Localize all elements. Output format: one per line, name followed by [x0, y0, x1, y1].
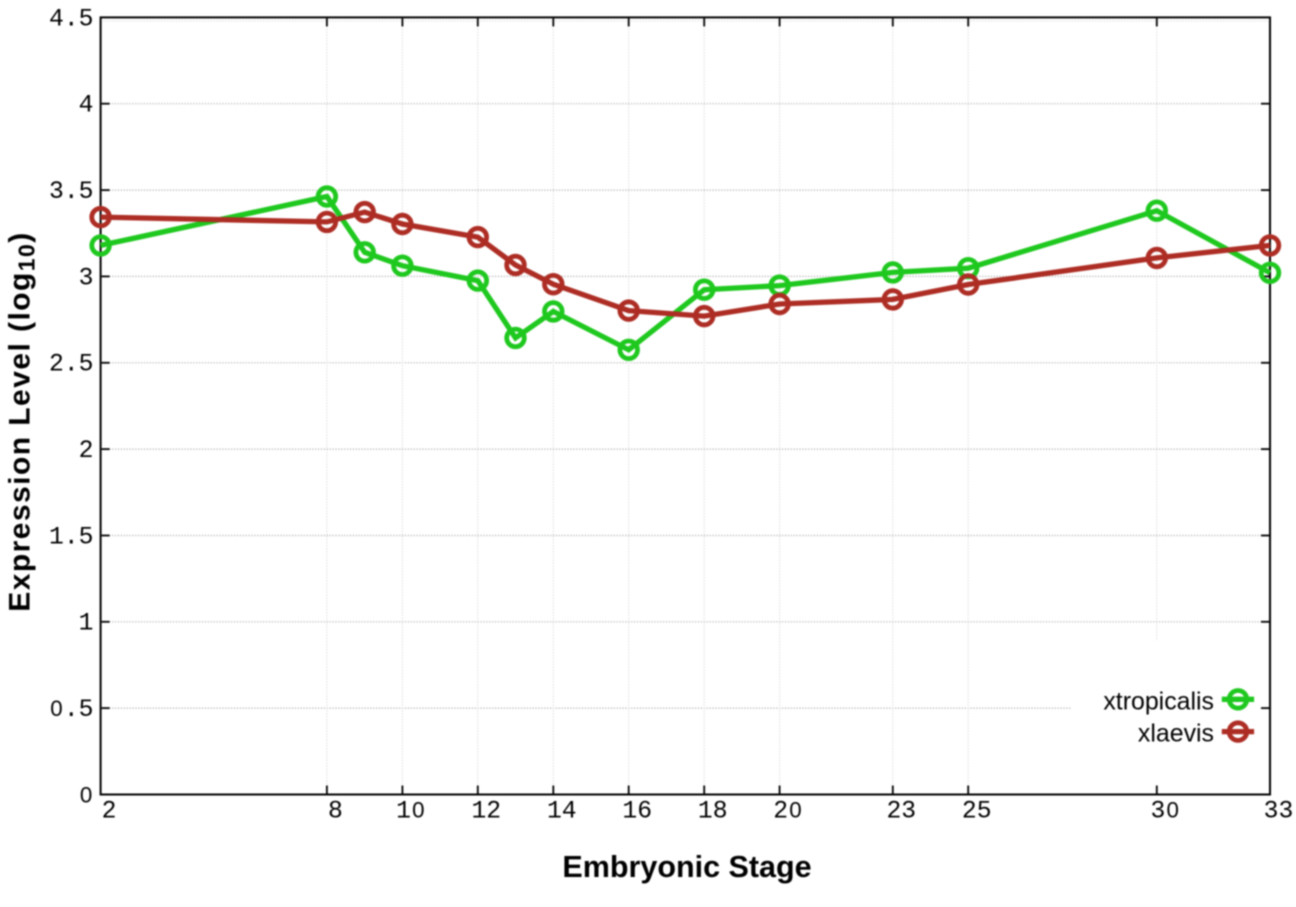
svg-text:0: 0 — [50, 696, 62, 721]
svg-text:16: 16 — [622, 798, 652, 826]
svg-text:2.5: 2.5 — [49, 351, 93, 379]
svg-text:1: 1 — [396, 798, 411, 826]
svg-text:1: 1 — [79, 610, 94, 638]
svg-text:3: 3 — [1150, 798, 1165, 826]
svg-text:4: 4 — [79, 92, 94, 120]
svg-text:14: 14 — [547, 798, 577, 826]
svg-text:xtropicalis: xtropicalis — [1103, 687, 1214, 715]
svg-text:2: 2 — [773, 798, 788, 826]
svg-text:33: 33 — [1264, 798, 1294, 826]
svg-text:1.5: 1.5 — [49, 523, 93, 551]
svg-text:2: 2 — [79, 437, 94, 465]
svg-text:0: 0 — [80, 782, 92, 807]
svg-text:4.5: 4.5 — [49, 5, 93, 33]
svg-text:3.5: 3.5 — [49, 178, 93, 206]
svg-text:12: 12 — [471, 798, 501, 826]
svg-text:0: 0 — [789, 798, 801, 823]
svg-text:18: 18 — [698, 798, 728, 826]
svg-text:0: 0 — [412, 798, 424, 823]
svg-text:Embryonic Stage: Embryonic Stage — [562, 850, 811, 884]
svg-text:Expression Level (log10): Expression Level (log10) — [4, 231, 40, 611]
svg-text:xlaevis: xlaevis — [1138, 720, 1214, 748]
svg-text:.5: .5 — [64, 696, 94, 724]
svg-text:0: 0 — [1166, 798, 1178, 823]
svg-text:23: 23 — [886, 798, 916, 826]
svg-text:2: 2 — [102, 798, 117, 826]
svg-text:3: 3 — [79, 264, 94, 292]
svg-text:25: 25 — [962, 798, 992, 826]
svg-text:8: 8 — [328, 798, 343, 826]
